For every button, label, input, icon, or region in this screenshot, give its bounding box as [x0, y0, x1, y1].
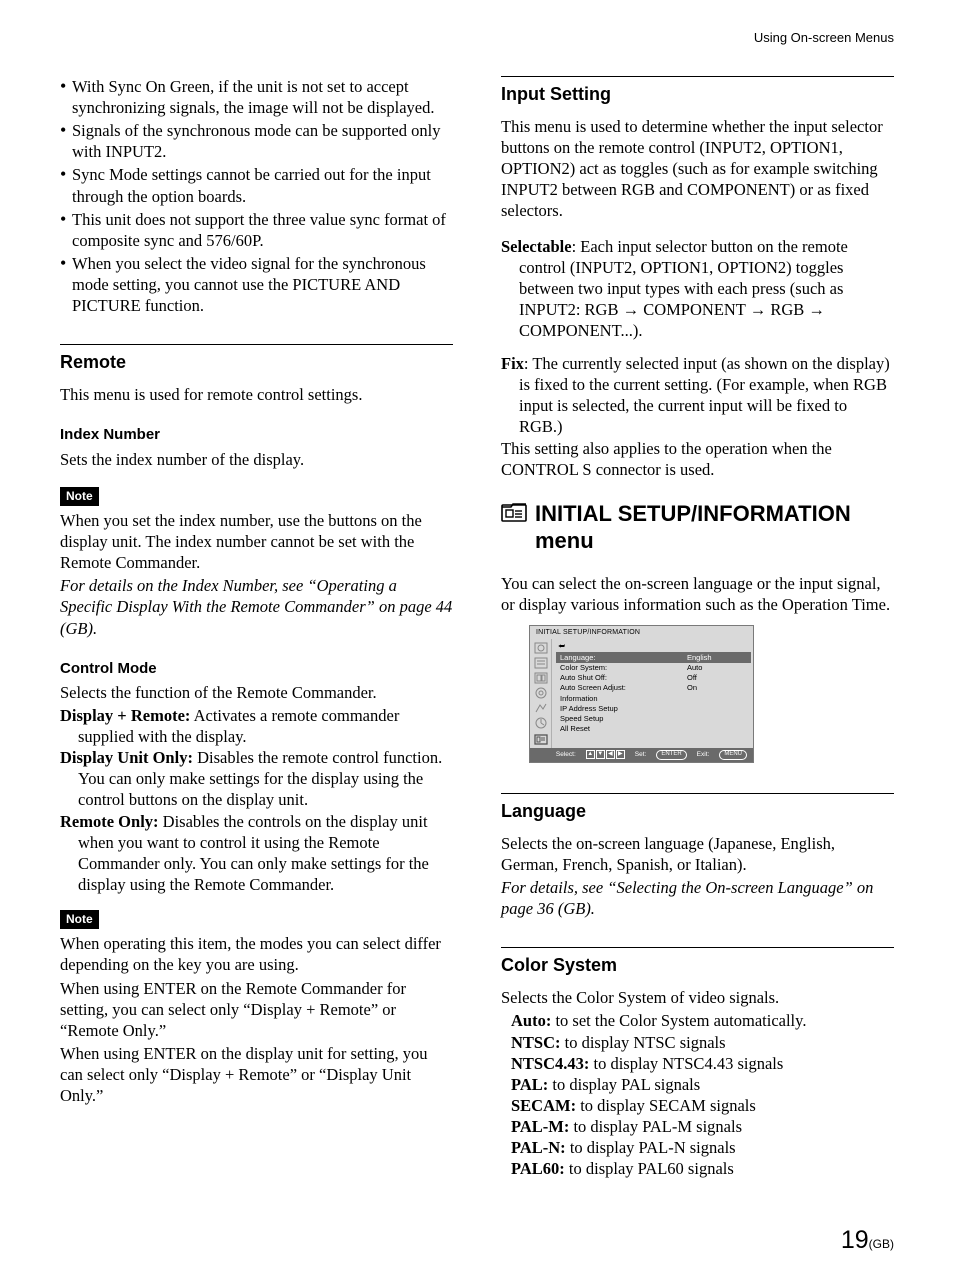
osd-arrow-keys-icon: ▲▼◀▶: [586, 750, 625, 759]
control-mode-item: Display Unit Only: Disables the remote c…: [60, 747, 453, 810]
color-system-intro: Selects the Color System of video signal…: [501, 987, 894, 1008]
bullet-text: This unit does not support the three val…: [72, 209, 453, 251]
bullet-dot-icon: •: [60, 76, 72, 118]
color-item: SECAM: to display SECAM signals: [511, 1095, 894, 1116]
osd-value: English: [687, 653, 747, 663]
folder-icon: [501, 501, 527, 530]
osd-back-arrow-icon: ⮨: [556, 640, 751, 652]
osd-tab-icon: [532, 670, 550, 685]
bullet-text: Sync Mode settings cannot be carried out…: [72, 164, 453, 206]
osd-row: IP Address Setup: [556, 704, 751, 714]
control-mode-heading: Control Mode: [60, 659, 453, 678]
initial-setup-intro: You can select the on-screen language or…: [501, 573, 894, 615]
osd-row: Auto Shut Off:Off: [556, 673, 751, 683]
bullet-text: Signals of the synchronous mode can be s…: [72, 120, 453, 162]
osd-footer-enter-button: ENTER: [656, 750, 686, 760]
two-column-layout: •With Sync On Green, if the unit is not …: [60, 76, 894, 1179]
osd-screenshot: INITIAL SETUP/INFORMATION ⮨ Language: En…: [529, 625, 754, 763]
language-ref: For details, see “Selecting the On-scree…: [501, 877, 894, 919]
remote-intro: This menu is used for remote control set…: [60, 384, 453, 405]
list-item: •With Sync On Green, if the unit is not …: [60, 76, 453, 118]
color-item: NTSC: to display NTSC signals: [511, 1032, 894, 1053]
bullet-dot-icon: •: [60, 120, 72, 162]
index-note-ref: For details on the Index Number, see “Op…: [60, 575, 453, 638]
osd-footer: Select: ▲▼◀▶ Set: ENTER Exit: MENU: [530, 748, 753, 762]
right-column: Input Setting This menu is used to deter…: [501, 76, 894, 1179]
color-system-heading: Color System: [501, 947, 894, 977]
item-label: Selectable: [501, 237, 572, 256]
initial-setup-heading: INITIAL SETUP/INFORMATION menu: [501, 500, 894, 555]
input-selectable-item: Selectable: Each input selector button o…: [501, 236, 894, 342]
color-item: NTSC4.43: to display NTSC4.43 signals: [511, 1053, 894, 1074]
osd-footer-select-label: Select:: [556, 751, 576, 759]
list-item: •This unit does not support the three va…: [60, 209, 453, 251]
osd-row: Color System:Auto: [556, 663, 751, 673]
osd-tab-icon: [532, 640, 550, 655]
header-breadcrumb: Using On-screen Menus: [754, 30, 894, 47]
osd-tab-icon: [532, 701, 550, 716]
language-heading: Language: [501, 793, 894, 823]
input-setting-intro: This menu is used to determine whether t…: [501, 116, 894, 222]
item-label: Display + Remote:: [60, 706, 190, 725]
remote-heading: Remote: [60, 344, 453, 374]
left-column: •With Sync On Green, if the unit is not …: [60, 76, 453, 1179]
osd-tab-icon: [532, 686, 550, 701]
index-number-heading: Index Number: [60, 425, 453, 444]
language-body: Selects the on-screen language (Japanese…: [501, 833, 894, 875]
bullet-text: With Sync On Green, if the unit is not s…: [72, 76, 453, 118]
bullet-dot-icon: •: [60, 253, 72, 316]
item-label: Fix: [501, 354, 524, 373]
control-mode-item: Display + Remote: Activates a remote com…: [60, 705, 453, 747]
note-badge: Note: [60, 487, 99, 506]
control-note-para: When using ENTER on the display unit for…: [60, 1043, 453, 1106]
control-note-para: When operating this item, the modes you …: [60, 933, 453, 975]
osd-key: Language:: [560, 653, 687, 663]
control-mode-item: Remote Only: Disables the controls on th…: [60, 811, 453, 895]
osd-title: INITIAL SETUP/INFORMATION: [530, 626, 753, 639]
note-badge: Note: [60, 910, 99, 929]
osd-row: All Reset: [556, 724, 751, 734]
osd-main-panel: ⮨ Language: English Color System:Auto Au…: [552, 639, 753, 748]
sync-notes-list: •With Sync On Green, if the unit is not …: [60, 76, 453, 316]
control-note-para: When using ENTER on the Remote Commander…: [60, 978, 453, 1041]
control-mode-intro: Selects the function of the Remote Comma…: [60, 682, 453, 703]
item-label: Display Unit Only:: [60, 748, 193, 767]
list-item: •When you select the video signal for th…: [60, 253, 453, 316]
input-setting-heading: Input Setting: [501, 76, 894, 106]
bullet-dot-icon: •: [60, 209, 72, 251]
osd-tab-icon: [532, 655, 550, 670]
item-label: Remote Only:: [60, 812, 159, 831]
osd-footer-menu-button: MENU: [719, 750, 747, 760]
osd-row-highlighted: Language: English: [556, 652, 751, 664]
osd-tab-icon: [532, 716, 550, 731]
item-body: : The currently selected input (as shown…: [519, 354, 890, 436]
list-item: •Sync Mode settings cannot be carried ou…: [60, 164, 453, 206]
initial-setup-title-text: INITIAL SETUP/INFORMATION menu: [535, 500, 894, 555]
color-item: PAL: to display PAL signals: [511, 1074, 894, 1095]
color-item: PAL60: to display PAL60 signals: [511, 1158, 894, 1179]
osd-row: Speed Setup: [556, 714, 751, 724]
page-number-suffix: (GB): [869, 1237, 894, 1251]
osd-tab-icon-active: [532, 731, 550, 746]
osd-row: Auto Screen Adjust:On: [556, 683, 751, 693]
osd-footer-set-label: Set:: [635, 751, 647, 759]
osd-footer-exit-label: Exit:: [697, 751, 710, 759]
input-fix-item: Fix: The currently selected input (as sh…: [501, 353, 894, 437]
bullet-dot-icon: •: [60, 164, 72, 206]
color-item: Auto: to set the Color System automatica…: [511, 1010, 894, 1031]
osd-sidebar: [530, 639, 552, 748]
input-setting-outro: This setting also applies to the operati…: [501, 438, 894, 480]
index-note-body: When you set the index number, use the b…: [60, 510, 453, 573]
page-number-value: 19: [841, 1226, 869, 1254]
index-number-body: Sets the index number of the display.: [60, 449, 453, 470]
page-number: 19(GB): [841, 1224, 894, 1256]
color-item: PAL-N: to display PAL-N signals: [511, 1137, 894, 1158]
color-item: PAL-M: to display PAL-M signals: [511, 1116, 894, 1137]
list-item: •Signals of the synchronous mode can be …: [60, 120, 453, 162]
bullet-text: When you select the video signal for the…: [72, 253, 453, 316]
osd-row: Information: [556, 694, 751, 704]
